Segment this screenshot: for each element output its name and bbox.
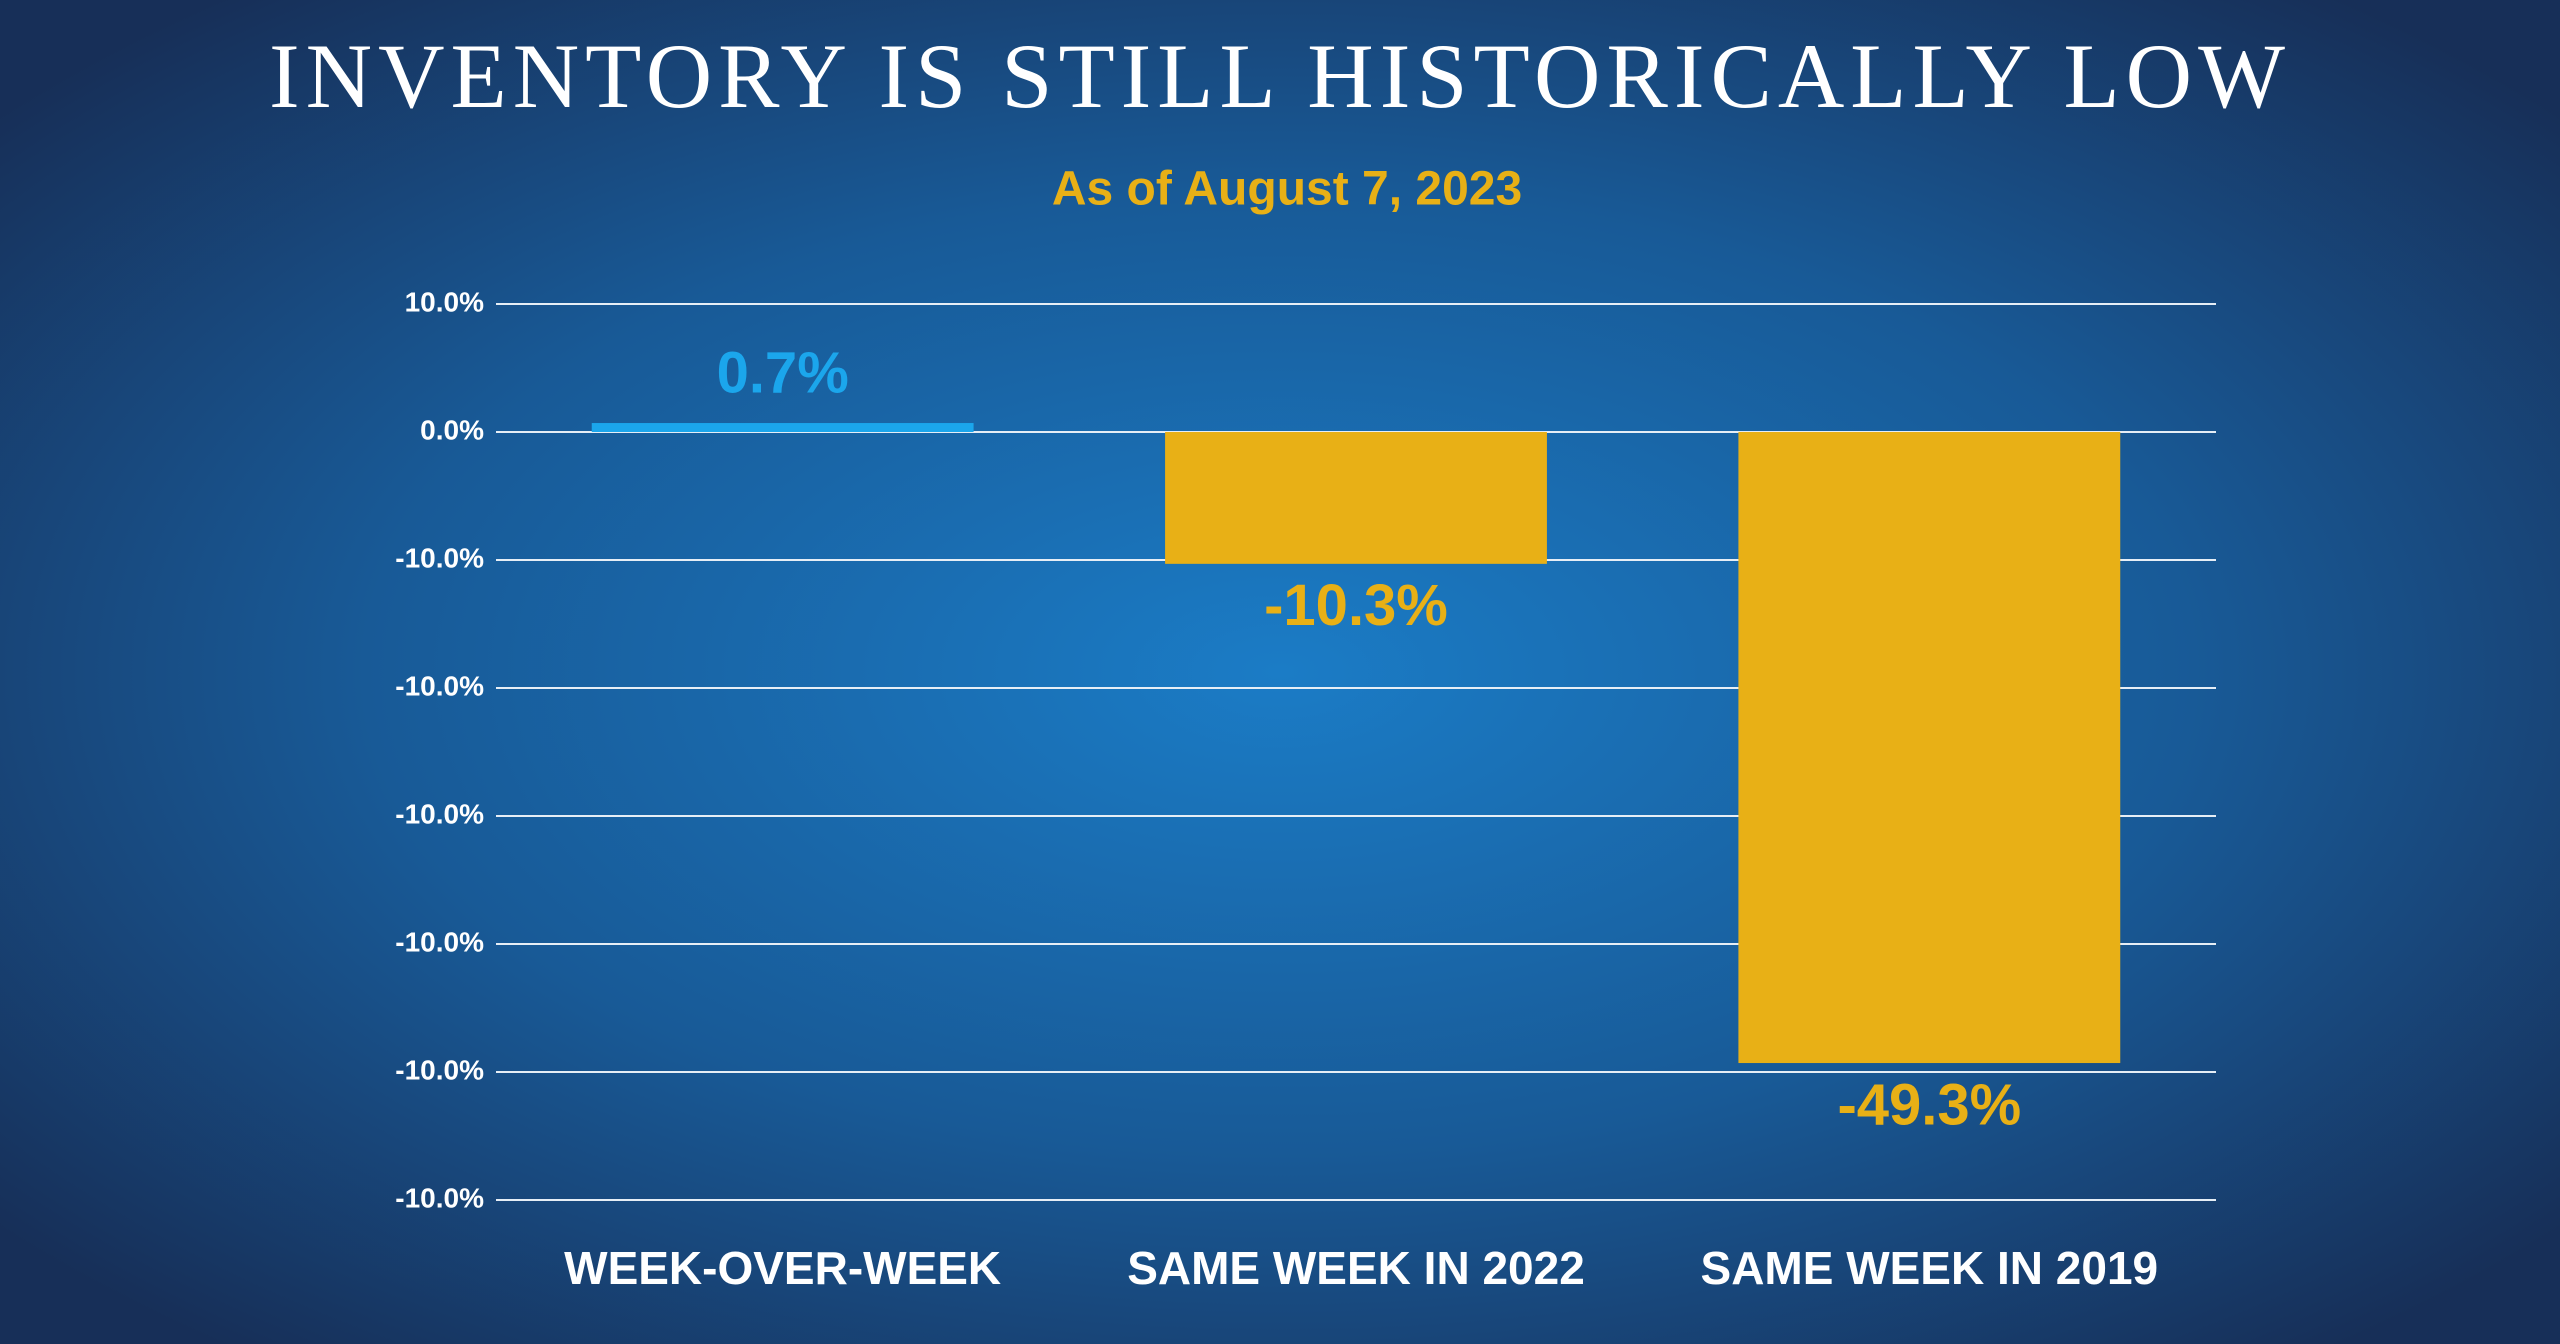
y-tick-label: 10.0% (405, 286, 484, 317)
y-tick-label: -10.0% (395, 670, 484, 701)
x-tick-label: SAME WEEK IN 2022 (1127, 1242, 1585, 1294)
chart-title: INVENTORY IS STILL HISTORICALLY LOW (269, 25, 2291, 127)
y-tick-label: -10.0% (395, 542, 484, 573)
y-tick-label: -10.0% (395, 798, 484, 829)
y-tick-label: -10.0% (395, 1054, 484, 1085)
value-label: -10.3% (1264, 573, 1448, 638)
bar (591, 423, 974, 432)
x-tick-label: WEEK-OVER-WEEK (564, 1242, 1001, 1294)
y-tick-label: -10.0% (395, 1182, 484, 1213)
chart-subtitle: As of August 7, 2023 (1052, 163, 1522, 216)
value-label: 0.7% (717, 340, 849, 405)
value-label: -49.3% (1837, 1072, 2021, 1137)
x-tick-label: SAME WEEK IN 2019 (1701, 1242, 2159, 1294)
y-tick-label: -10.0% (395, 926, 484, 957)
bar (1165, 432, 1547, 564)
bar (1738, 432, 2121, 1064)
y-tick-label: 0.0% (420, 414, 484, 445)
